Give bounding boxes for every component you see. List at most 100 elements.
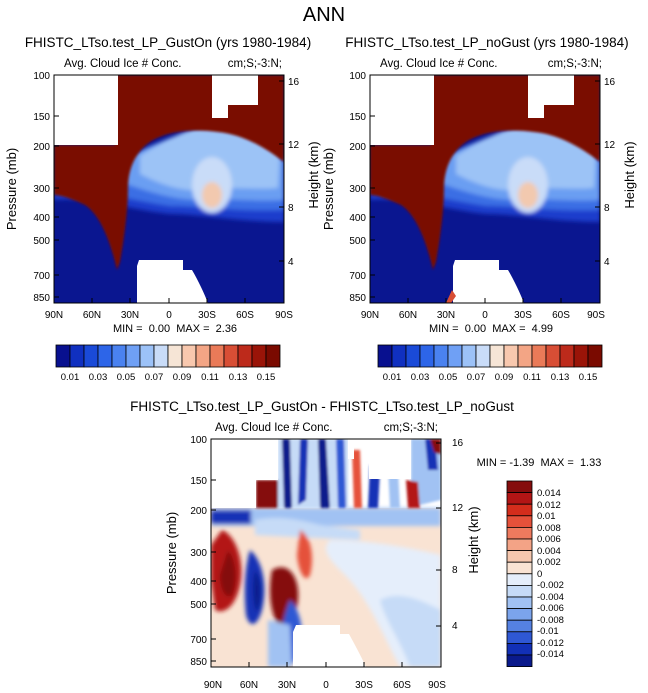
- panel2-ytick-200: 200: [349, 142, 366, 153]
- panel1-cb-label-0.13: 0.13: [229, 372, 248, 383]
- panel2-cb-label-0.13: 0.13: [551, 372, 570, 383]
- figure-title: ANN: [303, 4, 345, 26]
- panel3-colorbar-swatch: [506, 503, 533, 517]
- panel3-ytick-200: 200: [190, 506, 207, 517]
- panel3-cb-label-8: -0.002: [537, 580, 564, 591]
- panel1-ytick-850: 850: [33, 293, 50, 304]
- panel3-min-max: MIN = -1.39 MAX = 1.33: [477, 457, 602, 469]
- panel3-colorbar-swatch: [506, 515, 533, 528]
- panel3-colorbar-swatch: [506, 550, 533, 563]
- panel2-cb-label-0.07: 0.07: [467, 372, 486, 383]
- panel2-y-axis-label: Pressure (mb): [321, 148, 336, 230]
- panel3-y-axis-label: Pressure (mb): [164, 512, 179, 594]
- panel2-colorbar-swatch: [377, 344, 393, 368]
- panel3-cb-label-12: -0.01: [537, 626, 559, 637]
- panel2-min-max: MIN = 0.00 MAX = 4.99: [429, 323, 553, 335]
- panel3-cb-label-4: 0.006: [537, 534, 561, 545]
- panel1-xtick-0: 0: [166, 310, 172, 321]
- panel3-cb-label-9: -0.004: [537, 592, 564, 603]
- panel2-title: FHISTC_LTso.test_LP_noGust (yrs 1980-198…: [345, 35, 628, 50]
- panel2-ytick-700: 700: [349, 271, 366, 282]
- panel2-colorbar-swatch: [587, 344, 603, 368]
- panel2-colorbar-swatch: [475, 344, 491, 368]
- panel2-cb-label-0.03: 0.03: [411, 372, 430, 383]
- panel1-colorbar-swatch: [167, 344, 183, 368]
- panel2-colorbar-swatch: [545, 344, 561, 368]
- panel-no-gust: FHISTC_LTso.test_LP_noGust (yrs 1980-198…: [321, 35, 637, 383]
- panel2-variable-label: Avg. Cloud Ice # Conc.: [380, 58, 497, 70]
- panel1-cb-label-0.01: 0.01: [61, 372, 80, 383]
- panel2-cb-label-0.09: 0.09: [495, 372, 514, 383]
- panel2-right-axis-label: Height (km): [622, 141, 637, 208]
- panel1-height-8: 8: [288, 203, 294, 214]
- panel1-ytick-150: 150: [33, 112, 50, 123]
- panel2-ytick-400: 400: [349, 213, 366, 224]
- panel3-colorbar-swatch: [506, 480, 533, 494]
- panel1-height-12: 12: [288, 140, 300, 151]
- panel3-cb-label-3: 0.008: [537, 523, 561, 534]
- panel3-y-ticks: [210, 438, 442, 667]
- panel2-height-16: 16: [604, 77, 616, 88]
- panel2-xtick-60s: 60S: [552, 310, 570, 321]
- panel3-colorbar-swatch: [506, 619, 533, 633]
- panel2-ytick-150: 150: [349, 112, 366, 123]
- panel3-ytick-400: 400: [190, 577, 207, 588]
- panel1-colorbar-swatch: [97, 344, 113, 368]
- panel3-title: FHISTC_LTso.test_LP_GustOn - FHISTC_LTso…: [130, 399, 514, 414]
- panel3-right-axis-label: Height (km): [466, 506, 481, 573]
- panel3-ytick-300: 300: [190, 548, 207, 559]
- panel1-ytick-700: 700: [33, 271, 50, 282]
- panel1-ytick-300: 300: [33, 184, 50, 195]
- panel1-cb-label-0.07: 0.07: [145, 372, 164, 383]
- panel2-cb-label-0.01: 0.01: [383, 372, 402, 383]
- panel2-units-label: cm;S;-3:N;: [548, 58, 602, 70]
- panel2-xtick-60n: 60N: [399, 310, 417, 321]
- panel1-height-16: 16: [288, 77, 300, 88]
- panel2-height-12: 12: [604, 140, 616, 151]
- panel1-xtick-60s: 60S: [236, 310, 254, 321]
- panel3-cb-label-2: 0.01: [537, 511, 556, 522]
- panel1-y-ticks: [53, 74, 285, 303]
- panel2-xtick-90n: 90N: [361, 310, 379, 321]
- panel1-title: FHISTC_LTso.test_LP_GustOn (yrs 1980-198…: [25, 35, 311, 50]
- panel1-xtick-30n: 30N: [121, 310, 139, 321]
- panel1-ytick-100: 100: [33, 71, 50, 82]
- panel3-ytick-500: 500: [190, 600, 207, 611]
- panel1-colorbar-swatch: [209, 344, 225, 368]
- panel3-units-label: cm;S;-3:N;: [384, 422, 438, 434]
- panel1-ytick-500: 500: [33, 236, 50, 247]
- panel-difference: FHISTC_LTso.test_LP_GustOn - FHISTC_LTso…: [130, 399, 601, 691]
- panel2-ytick-100: 100: [349, 71, 366, 82]
- panel3-colorbar-swatch: [506, 538, 533, 552]
- panel1-right-axis-label: Height (km): [306, 141, 321, 208]
- panel2-colorbar-swatch: [531, 344, 547, 368]
- panel3-height-4: 4: [452, 621, 458, 632]
- panel2-colorbar-swatch: [391, 344, 407, 368]
- panel3-field: [211, 439, 441, 667]
- panel3-cb-label-1: 0.012: [537, 500, 561, 511]
- panel2-colorbar-swatch: [419, 344, 435, 368]
- panel2-height-4: 4: [604, 257, 610, 268]
- panel2-colorbar-swatch: [433, 344, 449, 368]
- panel1-variable-label: Avg. Cloud Ice # Conc.: [64, 58, 181, 70]
- panel2-cb-label-0.11: 0.11: [523, 372, 541, 383]
- panel2-cb-label-0.15: 0.15: [579, 372, 598, 383]
- panel3-height-12: 12: [452, 503, 464, 514]
- panel3-variable-label: Avg. Cloud Ice # Conc.: [215, 422, 332, 434]
- panel1-min-max: MIN = 0.00 MAX = 2.36: [113, 323, 237, 335]
- panel3-ytick-700: 700: [190, 635, 207, 646]
- panel2-ytick-300: 300: [349, 184, 366, 195]
- panel2-colorbar-swatch: [559, 344, 575, 368]
- panel3-colorbar-swatch: [506, 573, 533, 586]
- panel3-xtick-30n: 30N: [278, 680, 296, 691]
- panel3-cb-label-13: -0.012: [537, 638, 564, 649]
- panel3-colorbar: [506, 480, 533, 668]
- panel1-field: [54, 75, 284, 303]
- panel3-ytick-150: 150: [190, 476, 207, 487]
- panel2-xtick-0: 0: [482, 310, 488, 321]
- panel3-colorbar-swatch: [506, 492, 533, 505]
- panel2-xtick-30s: 30S: [514, 310, 532, 321]
- panel3-cb-label-5: 0.004: [537, 546, 561, 557]
- panel2-colorbar-swatch: [489, 344, 505, 368]
- panel2-colorbar-swatch: [447, 344, 463, 368]
